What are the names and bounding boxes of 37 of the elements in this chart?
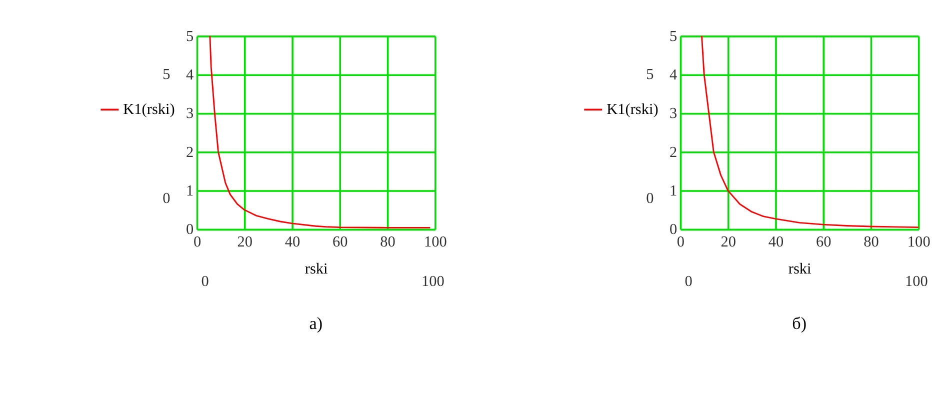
y-tick-label: 2 (186, 144, 194, 161)
x-tick-label: 60 (332, 234, 348, 251)
y-tick-label: 3 (186, 105, 194, 122)
x-tick-label: 80 (864, 234, 880, 251)
text: 100 (904, 272, 928, 290)
x-axis-title: rski (788, 260, 812, 278)
text: 5 (646, 66, 654, 84)
line-series (209, 35, 431, 228)
x-tick-label: 60 (816, 234, 832, 251)
y-tick-label: 1 (670, 182, 678, 200)
x-tick-label: 20 (720, 234, 736, 251)
y-tick-label: 0 (670, 221, 678, 238)
y-tick-label: 3 (670, 105, 678, 122)
text: а) (309, 314, 323, 333)
y-tick-label: 5 (670, 28, 678, 45)
text: 5 (162, 66, 171, 84)
y-tick-label: 1 (186, 182, 194, 200)
y-tick-label: 4 (670, 66, 678, 84)
x-tick-label: 80 (380, 234, 396, 251)
x-tick-label: 100 (907, 234, 931, 251)
text: 0 (684, 272, 693, 290)
y-tick-label: 0 (186, 221, 194, 238)
y-tick-label: 4 (186, 66, 194, 84)
text: 0 (162, 190, 171, 207)
x-tick-label: 20 (237, 234, 253, 251)
legend-label: K1(rski) (606, 101, 658, 118)
legend-label: K1(rski) (123, 101, 175, 118)
x-axis-title: rski (304, 260, 328, 278)
y-tick-label: 2 (670, 144, 678, 161)
text: 100 (421, 272, 445, 290)
x-tick-label: 40 (768, 234, 784, 251)
x-tick-label: 100 (424, 234, 448, 251)
text: б) (792, 314, 807, 333)
y-tick-label: 5 (186, 28, 194, 45)
text: 0 (201, 272, 210, 290)
x-tick-label: 40 (284, 234, 301, 251)
text: 0 (646, 190, 654, 207)
